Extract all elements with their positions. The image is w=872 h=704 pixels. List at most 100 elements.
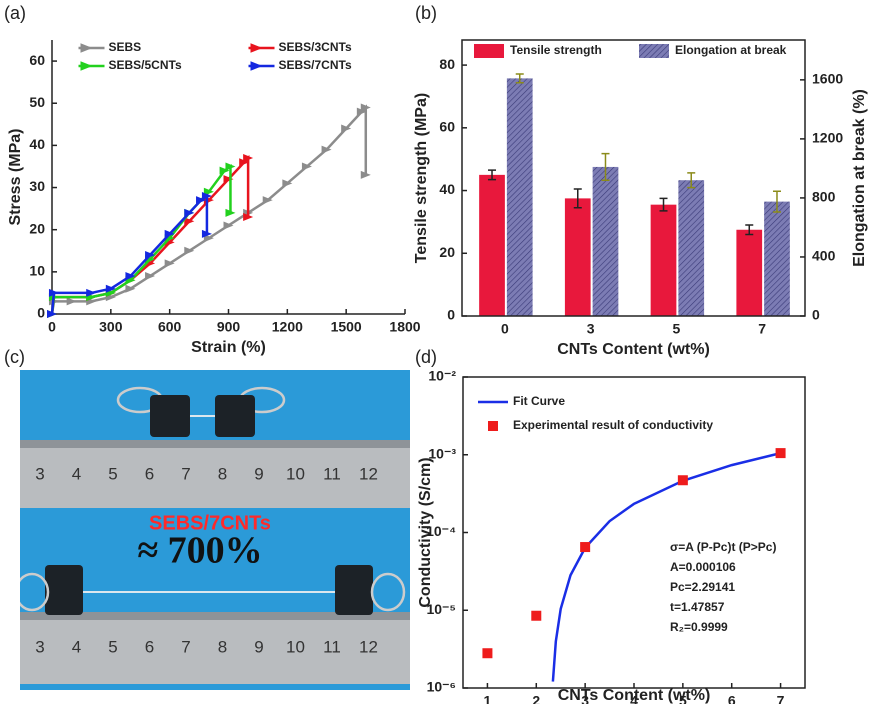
y-tick-label: 0 — [447, 307, 455, 323]
ruler-number: 10 — [286, 637, 305, 656]
x-tick-label: 1 — [484, 693, 492, 704]
marker — [86, 288, 97, 297]
marker — [164, 229, 175, 238]
y-tick-label: 10⁻³ — [428, 445, 456, 461]
marker — [145, 250, 156, 259]
point — [580, 542, 591, 553]
x-tick-label: 7 — [758, 321, 766, 337]
ruler-number: 7 — [181, 464, 190, 483]
bar — [736, 229, 763, 316]
legend-label: SEBS/7CNTs — [279, 58, 352, 72]
point — [677, 475, 688, 486]
legend-label: Elongation at break — [675, 43, 787, 57]
legend-marker — [80, 43, 93, 53]
ruler-number: 3 — [35, 637, 44, 656]
ruler-number: 9 — [254, 464, 263, 483]
ruler-number: 11 — [323, 464, 341, 483]
y2-axis-label: Elongation at break (%) — [851, 89, 868, 267]
error-bar — [659, 197, 668, 212]
marker — [243, 154, 254, 163]
annotation: Pc=2.29141 — [670, 580, 735, 594]
y-axis-label: Conductivity (S/cm) — [417, 457, 434, 607]
legend-swatch — [639, 44, 669, 58]
y-tick-label: 40 — [29, 136, 45, 152]
ruler-edge — [20, 612, 410, 620]
x-tick-label: 900 — [217, 319, 241, 335]
photo-annotation: ≈ 700% — [137, 530, 262, 572]
ruler-number: 4 — [72, 464, 81, 483]
y-tick-label: 10⁻⁴ — [426, 523, 456, 539]
marker — [145, 272, 156, 281]
x-tick-label: 0 — [48, 319, 56, 335]
error-bar — [772, 190, 781, 213]
marker — [223, 221, 234, 230]
marker — [201, 229, 212, 238]
marker — [196, 196, 207, 205]
ruler — [20, 612, 410, 684]
binder-clip — [335, 565, 373, 615]
y-tick-label: 1200 — [812, 130, 843, 146]
x-tick-label: 5 — [679, 693, 687, 704]
ruler-edge — [20, 440, 410, 448]
marker — [164, 259, 175, 268]
legend-label: Experimental result of conductivity — [513, 418, 713, 432]
y-tick-label: 10⁻² — [428, 368, 456, 384]
y-tick-label: 1600 — [812, 71, 843, 87]
axis — [51, 40, 405, 315]
marker — [223, 175, 234, 184]
x-tick-label: 3 — [587, 321, 595, 337]
legend-swatch — [474, 44, 504, 58]
panel-label: (b) — [415, 3, 437, 23]
ruler-number: 7 — [181, 637, 190, 656]
x-tick-label: 2 — [532, 693, 540, 704]
binder-clip — [45, 565, 83, 615]
y-tick-label: 10⁻⁶ — [427, 679, 456, 695]
photo: SEBS/7CNTs ≈ 700% 3 4 5 6 7 8 9 10 11 12 3 4 5 6 7 8 9 10… — [20, 370, 410, 690]
marker — [184, 246, 195, 255]
x-tick-label: 0 — [501, 321, 509, 337]
error-bar — [687, 172, 696, 189]
marker — [219, 166, 230, 175]
bar — [650, 204, 677, 316]
marker — [243, 213, 254, 222]
ruler-number: 10 — [286, 464, 305, 483]
point — [482, 648, 493, 659]
marker — [47, 310, 57, 318]
y-tick-label: 50 — [29, 94, 45, 110]
marker — [282, 179, 293, 188]
ruler-number: 8 — [218, 464, 227, 483]
error-bar — [573, 188, 582, 209]
legend-marker — [250, 43, 263, 53]
legend-marker — [80, 61, 93, 71]
series-line — [50, 104, 368, 315]
bar — [592, 166, 619, 316]
legend-marker — [488, 421, 498, 431]
marker — [360, 170, 371, 179]
bar — [764, 201, 790, 316]
ruler-number: 12 — [359, 464, 378, 483]
marker — [360, 103, 371, 112]
marker — [321, 145, 332, 154]
x-axis-label: CNTs Content (wt%) — [558, 687, 711, 704]
x-tick-label: 5 — [672, 321, 680, 337]
ruler-number: 9 — [254, 637, 263, 656]
annotation: A=0.000106 — [670, 560, 736, 574]
fit-curve — [551, 451, 781, 682]
annotation: σ=A (P-Pc)t (P>Pc) — [670, 540, 776, 554]
marker — [239, 158, 250, 167]
marker — [105, 284, 116, 293]
x-tick-label: 6 — [728, 693, 736, 704]
ruler-number: 12 — [359, 637, 378, 656]
x-axis-label: Strain (%) — [191, 339, 266, 356]
bar — [479, 174, 505, 316]
binder-clip — [150, 395, 190, 437]
marker — [262, 196, 273, 205]
x-tick-label: 600 — [158, 319, 182, 335]
clip-handle — [20, 572, 50, 612]
point — [531, 610, 542, 621]
binder-clip — [215, 395, 255, 437]
error-bar — [601, 152, 610, 181]
point — [775, 448, 786, 459]
x-tick-label: 4 — [630, 693, 638, 704]
